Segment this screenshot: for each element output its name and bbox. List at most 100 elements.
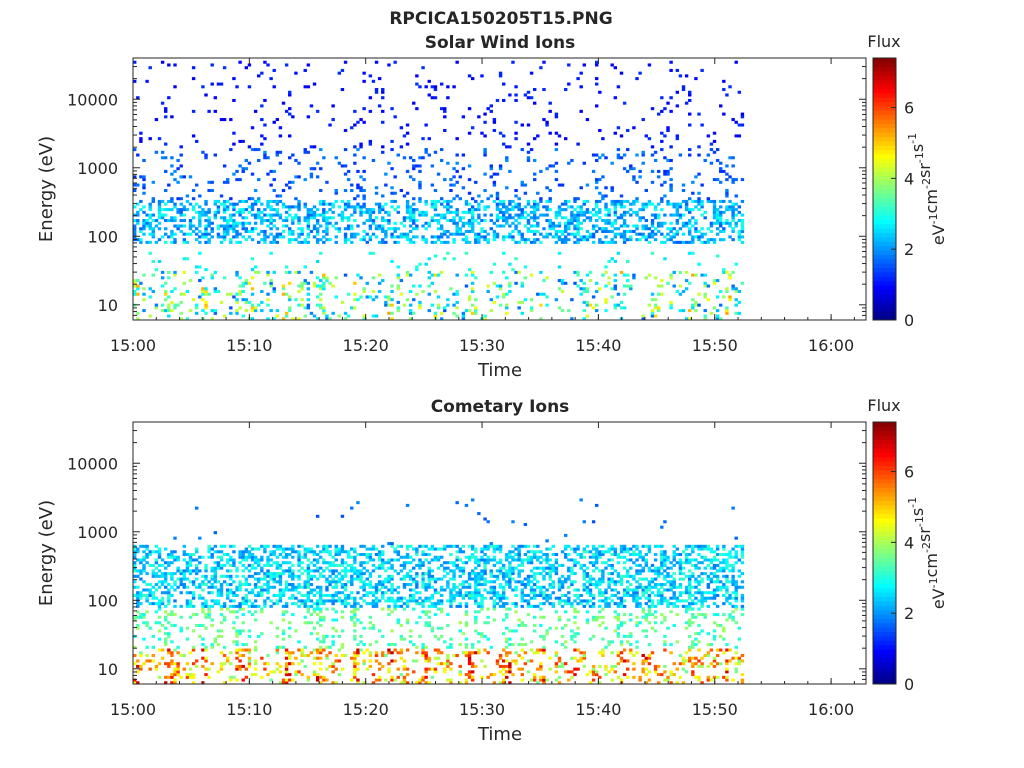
flux-cell bbox=[439, 232, 444, 236]
flux-cell bbox=[142, 566, 146, 570]
flux-cell bbox=[678, 153, 683, 157]
spectrogram-cells bbox=[133, 60, 745, 321]
flux-cell bbox=[635, 224, 639, 228]
flux-cell bbox=[415, 547, 419, 551]
flux-cell bbox=[430, 569, 435, 573]
flux-cell bbox=[356, 224, 360, 228]
flux-cell bbox=[288, 232, 292, 236]
flux-cell bbox=[297, 240, 301, 244]
flux-cell bbox=[483, 208, 487, 212]
flux-cell bbox=[455, 229, 459, 233]
flux-cell bbox=[641, 208, 645, 212]
flux-cell bbox=[185, 662, 190, 666]
flux-cell bbox=[176, 197, 180, 201]
flux-cell bbox=[281, 555, 286, 559]
flux-cell bbox=[418, 566, 422, 570]
flux-cell bbox=[393, 175, 397, 179]
flux-cell bbox=[229, 311, 233, 315]
flux-cell bbox=[694, 300, 698, 304]
flux-cell bbox=[480, 547, 484, 551]
flux-cell bbox=[319, 292, 323, 296]
flux-cell bbox=[269, 216, 273, 220]
flux-cell bbox=[164, 572, 168, 576]
flux-cell bbox=[226, 656, 230, 660]
flux-cell bbox=[303, 281, 307, 285]
flux-cell bbox=[368, 583, 373, 587]
flux-cell bbox=[229, 227, 233, 231]
flux-cell bbox=[173, 169, 177, 173]
flux-cell bbox=[489, 213, 493, 217]
flux-cell bbox=[374, 602, 379, 606]
flux-cell bbox=[576, 216, 580, 220]
flux-cell bbox=[303, 238, 307, 242]
flux-cell bbox=[167, 235, 171, 239]
flux-cell bbox=[622, 238, 627, 242]
flux-cell bbox=[470, 205, 475, 209]
flux-cell bbox=[188, 558, 193, 562]
colorbar-segment bbox=[873, 241, 896, 247]
flux-cell bbox=[464, 678, 469, 682]
flux-cell bbox=[281, 618, 286, 622]
flux-cell bbox=[188, 572, 193, 576]
flux-cell bbox=[387, 566, 391, 570]
flux-cell bbox=[179, 572, 183, 576]
flux-cell bbox=[185, 569, 190, 573]
flux-cell bbox=[607, 213, 611, 217]
flux-cell bbox=[241, 550, 245, 554]
flux-cell bbox=[439, 563, 444, 567]
flux-cell bbox=[371, 593, 376, 597]
flux-cell bbox=[303, 664, 307, 668]
flux-cell bbox=[343, 585, 348, 589]
flux-cell bbox=[185, 566, 190, 570]
flux-cell bbox=[160, 602, 165, 606]
flux-cell bbox=[492, 229, 497, 233]
flux-cell bbox=[424, 148, 428, 152]
unit-base: s bbox=[908, 144, 927, 152]
flux-cell bbox=[545, 213, 549, 217]
flux-cell bbox=[331, 205, 335, 209]
flux-cell bbox=[433, 240, 438, 244]
flux-cell bbox=[226, 553, 230, 557]
flux-cell bbox=[204, 93, 208, 97]
flux-cell bbox=[343, 588, 348, 592]
flux-cell bbox=[408, 629, 413, 633]
flux-cell bbox=[539, 66, 543, 70]
flux-cell bbox=[638, 219, 642, 223]
flux-cell bbox=[260, 632, 264, 636]
flux-cell bbox=[492, 221, 497, 225]
flux-cell bbox=[443, 199, 447, 203]
flux-cell bbox=[195, 613, 199, 617]
flux-cell bbox=[393, 569, 397, 573]
unit-exponent: -1 bbox=[913, 152, 926, 163]
flux-cell bbox=[133, 550, 137, 554]
flux-cell bbox=[489, 227, 493, 231]
x-tick-label: 15:10 bbox=[226, 336, 272, 355]
flux-cell bbox=[288, 107, 292, 111]
flux-cell bbox=[464, 621, 469, 625]
flux-cell bbox=[492, 607, 497, 611]
flux-cell bbox=[306, 208, 311, 212]
flux-cell bbox=[368, 251, 373, 255]
flux-cell bbox=[483, 112, 487, 116]
flux-cell bbox=[505, 645, 509, 649]
flux-cell bbox=[300, 555, 304, 559]
flux-cell bbox=[715, 216, 720, 220]
flux-cell bbox=[232, 224, 236, 228]
flux-cell bbox=[377, 555, 382, 559]
flux-cell bbox=[340, 219, 345, 223]
flux-cell bbox=[213, 574, 218, 578]
flux-cell bbox=[650, 298, 655, 302]
flux-cell bbox=[536, 191, 540, 195]
flux-cell bbox=[309, 104, 314, 108]
flux-cell bbox=[288, 309, 292, 313]
flux-cell bbox=[235, 270, 239, 274]
flux-cell bbox=[700, 213, 704, 217]
flux-cell bbox=[315, 259, 320, 263]
flux-cell bbox=[396, 553, 400, 557]
flux-cell bbox=[452, 599, 456, 603]
flux-cell bbox=[266, 273, 270, 277]
flux-cell bbox=[312, 574, 317, 578]
flux-cell bbox=[421, 585, 425, 589]
flux-cell bbox=[418, 615, 422, 619]
flux-cell bbox=[173, 273, 177, 277]
